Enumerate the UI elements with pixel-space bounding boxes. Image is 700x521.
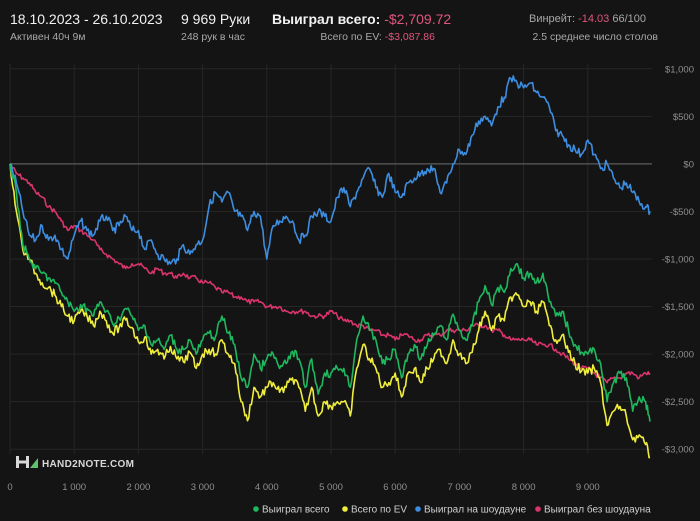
legend-entry: Выиграл всего — [253, 505, 330, 516]
x-tick-label: 9 000 — [576, 482, 600, 493]
chart-plot: $1,000 $500 $0 -$500 -$1,000 -$1,500 -$2,000 -$… — [7, 64, 694, 516]
ev-label: Всего по EV: — [320, 31, 382, 43]
avg-tables: 2.5 среднее число столов — [532, 31, 658, 43]
y-tick-labels: $1,000 $500 $0 -$500 -$1,000 -$1,500 -$2,000 -$… — [662, 64, 694, 455]
y-tick-label: -$1,000 — [662, 255, 694, 266]
x-tick-label: 6 000 — [383, 482, 407, 493]
ev-total: Всего по EV: -$3,087.86 — [320, 31, 435, 43]
x-tick-label: 7 000 — [448, 482, 472, 493]
series-line-2 — [9, 75, 651, 266]
series-lines — [9, 75, 651, 459]
x-tick-label: 1 000 — [62, 482, 86, 493]
y-tick-label: -$500 — [670, 207, 694, 218]
legend-label: Выиграл всего — [262, 505, 330, 516]
watermark-text: HAND2NOTE.COM — [42, 459, 134, 470]
legend-label: Выиграл на шоудауне — [424, 505, 527, 516]
winrate-value: -14.03 — [578, 13, 610, 25]
x-tick-label: 4 000 — [255, 482, 279, 493]
active-time: Активен 40ч 9м — [10, 31, 86, 43]
x-tick-label: 2 000 — [127, 482, 151, 493]
grid-lines — [9, 64, 652, 454]
ev-value: -$3,087.86 — [384, 31, 435, 43]
y-tick-label: $500 — [673, 112, 694, 123]
legend-entry: Всего по EV — [342, 505, 407, 516]
y-tick-label: -$2,500 — [662, 397, 694, 408]
legend-marker — [253, 506, 259, 512]
legend-entry: Выиграл на шоудауне — [415, 505, 527, 516]
won-total-value: -$2,709.72 — [384, 11, 452, 27]
x-tick-label: 5 000 — [319, 482, 343, 493]
winrate: Винрейт: -14.03 66/100 — [529, 13, 646, 25]
legend-marker — [415, 506, 421, 512]
winrate-suffix: 66/100 — [612, 13, 646, 25]
date-range: 18.10.2023 - 26.10.2023 — [10, 11, 163, 27]
y-tick-label: $1,000 — [665, 64, 694, 75]
x-tick-label: 3 000 — [191, 482, 215, 493]
legend-marker — [535, 506, 541, 512]
hands-count: 9 969 Руки — [181, 11, 251, 27]
watermark: HAND2NOTE.COM — [16, 456, 134, 470]
x-tick-label: 8 000 — [512, 482, 536, 493]
legend-entry: Выиграл без шоудауна — [535, 504, 651, 516]
series-line-1 — [9, 163, 650, 459]
legend: Выиграл всего Всего по EV Выиграл на шоуда… — [253, 504, 651, 516]
stats-header: 18.10.2023 - 26.10.2023 Активен 40ч 9м 9… — [0, 0, 700, 56]
won-total-label: Выиграл всего: — [272, 11, 381, 27]
hands-per-hour: 248 рук в час — [181, 31, 245, 43]
winrate-label: Винрейт: — [528, 13, 576, 25]
legend-marker — [342, 506, 348, 512]
x-tick-label: 0 — [7, 482, 12, 493]
y-tick-label: -$3,000 — [662, 445, 694, 456]
series-line-3 — [9, 163, 651, 384]
legend-label: Всего по EV — [351, 505, 407, 516]
x-tick-labels: 0 1 000 2 000 3 000 4 000 5 000 6 000 7 000 8 00… — [7, 482, 599, 493]
logo-icon — [16, 456, 38, 468]
y-tick-label: $0 — [683, 159, 694, 170]
y-tick-label: -$2,000 — [662, 350, 694, 361]
y-tick-label: -$1,500 — [662, 302, 694, 313]
legend-label: Выиграл без шоудауна — [544, 504, 651, 516]
won-total: Выиграл всего: -$2,709.72 — [272, 11, 451, 27]
series-line-0 — [9, 163, 651, 422]
